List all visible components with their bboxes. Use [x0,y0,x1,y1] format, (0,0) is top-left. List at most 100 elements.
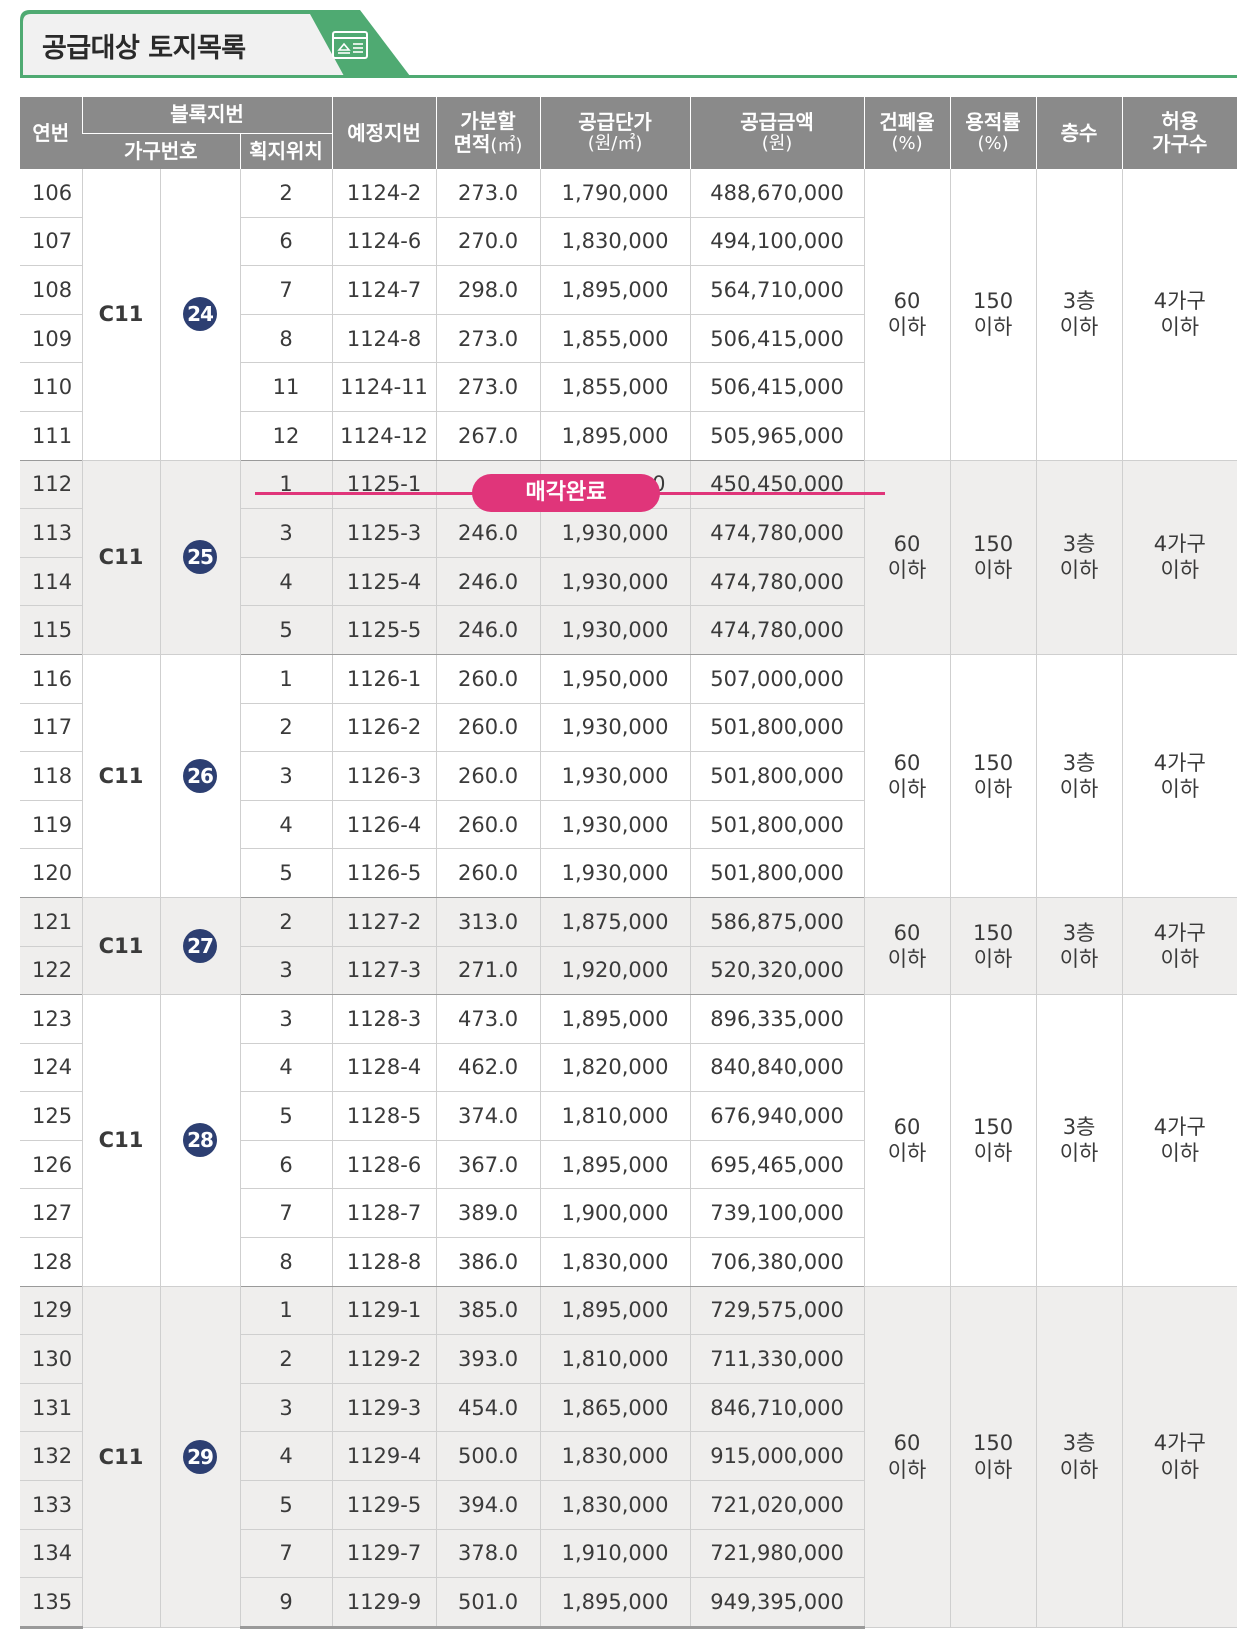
lot-position: 5 [239,848,333,898]
amount: 501,800,000 [689,751,865,801]
unit-price: 1,930,000 [539,557,691,607]
households-value: 4가구 이하 [1121,654,1238,898]
table-row: 114 4 1125-4 246.0 1,930,000 474,780,000 [20,557,1237,607]
area: 267.0 [435,411,541,461]
amount: 706,380,000 [689,1237,865,1287]
planned-lot: 1129-3 [331,1383,437,1433]
lot-position: 6 [239,1140,333,1190]
area: 393.0 [435,1334,541,1384]
planned-lot: 1124-8 [331,314,437,364]
header-no: 연번 [20,97,82,169]
header-area-line2: 면적(㎡) [437,132,540,157]
area: 260.0 [435,654,541,704]
far-value-line2: 이하 [973,315,1013,340]
unit-price: 1,830,000 [539,1480,691,1530]
unit-price: 1,810,000 [539,1334,691,1384]
table-row: 126 6 1128-6 367.0 1,895,000 695,465,000 [20,1140,1237,1190]
table-row: 130 2 1129-2 393.0 1,810,000 711,330,000 [20,1334,1237,1384]
table-row: 116 C11 26 1 1126-1 260.0 1,950,000 507,000,000… [20,654,1238,898]
household-badge: 24 [183,297,217,332]
unit-price: 1,900,000 [539,1188,691,1239]
bcr-value: 60 이하 [863,994,951,1287]
row-no: 110 [20,362,82,412]
planned-lot: 1124-11 [331,362,437,412]
row-no: 106 [20,169,82,218]
floors-value-line2: 이하 [1059,947,1099,971]
unit-price: 1,895,000 [539,411,691,461]
header-amount-label: 공급금액 [740,110,814,135]
lot-position: 4 [239,800,333,850]
unit-price: 1,910,000 [539,1529,691,1579]
bcr-value-line2: 이하 [887,558,927,583]
area: 378.0 [435,1529,541,1579]
planned-lot: 1127-3 [331,946,437,996]
header-unit-price-label: 공급단가 [578,110,652,135]
area: 246.0 [435,557,541,607]
lot-position: 8 [239,1237,333,1287]
table-row: 133 5 1129-5 394.0 1,830,000 721,020,000 [20,1480,1237,1530]
table-row: 125 5 1128-5 374.0 1,810,000 676,940,000 [20,1091,1237,1141]
planned-lot: 1128-4 [331,1043,437,1093]
row-no: 126 [20,1140,82,1190]
unit-price: 1,790,000 [539,169,691,218]
households-value-line2: 이하 [1160,947,1200,971]
amount: 501,800,000 [689,703,865,753]
unit-price: 1,810,000 [539,1091,691,1141]
area: 473.0 [435,994,541,1044]
household-badge: 29 [183,1439,217,1474]
header-block-group: 블록지번 [81,97,333,133]
block-no: C11 [81,994,160,1287]
household-badge: 25 [183,540,217,575]
table-row: 121 C11 27 2 1127-2 313.0 1,875,000 586,875,000… [20,897,1238,996]
row-no: 112 [20,460,82,510]
table-row: 109 8 1124-8 273.0 1,855,000 506,415,000 [20,314,1237,364]
area: 260.0 [435,751,541,801]
table-row: 110 11 1124-11 273.0 1,855,000 506,415,000 [20,362,1237,412]
bcr-value-line1: 60 [893,532,921,556]
table-row: 107 6 1124-6 270.0 1,830,000 494,100,000 [20,217,1237,267]
row-no: 107 [20,217,82,267]
lot-position: 3 [239,994,333,1044]
area: 270.0 [435,217,541,267]
far-value: 150 이하 [949,460,1037,655]
table-row: 124 4 1128-4 462.0 1,820,000 840,840,000 [20,1043,1237,1093]
unit-price: 1,950,000 [539,654,691,704]
row-no: 113 [20,508,82,558]
table-row: 127 7 1128-7 389.0 1,900,000 739,100,000 [20,1188,1237,1239]
households-value-line1: 4가구 [1153,750,1206,775]
unit-price: 1,820,000 [539,1043,691,1093]
unit-price: 1,930,000 [539,605,691,655]
bcr-value: 60 이하 [863,897,951,996]
households-value-line2: 이하 [1160,776,1200,801]
lot-position: 7 [239,265,333,315]
table-row: 129 C11 29 1 1129-1 385.0 1,895,000 729,575,000… [20,1286,1238,1628]
row-no: 135 [20,1577,82,1629]
document-window-icon [332,31,368,59]
area: 462.0 [435,1043,541,1093]
far-value-line1: 150 [972,1115,1014,1140]
area: 298.0 [435,265,541,315]
block-no: C11 [81,1286,160,1628]
bcr-value-line2: 이하 [887,315,927,340]
far-value-line1: 150 [972,1431,1014,1456]
area: 389.0 [435,1188,541,1239]
floors-value-line2: 이하 [1059,776,1099,801]
households-value-line1: 4가구 [1153,1431,1206,1456]
lot-position: 1 [239,460,333,510]
lot-position: 5 [239,605,333,655]
unit-price: 1,895,000 [539,1286,691,1336]
floors-value: 3층 이하 [1035,460,1123,655]
floors-value: 3층 이하 [1035,994,1123,1287]
table-row: 106 C11 24 2 1124-2 273.0 1,790,000 488,670,000… [20,169,1238,461]
planned-lot: 1125-4 [331,557,437,607]
planned-lot: 1126-1 [331,654,437,704]
bcr-value-line2: 이하 [887,1457,927,1482]
amount: 896,335,000 [689,994,865,1044]
unit-price: 1,855,000 [539,362,691,412]
unit-price: 1,930,000 [539,848,691,898]
unit-price: 1,920,000 [539,946,691,996]
lot-position: 7 [239,1188,333,1239]
header-lot-position: 획지위치 [239,132,333,169]
households-value-line2: 이하 [1160,1457,1200,1482]
header-area-unit: (㎡) [490,134,523,156]
